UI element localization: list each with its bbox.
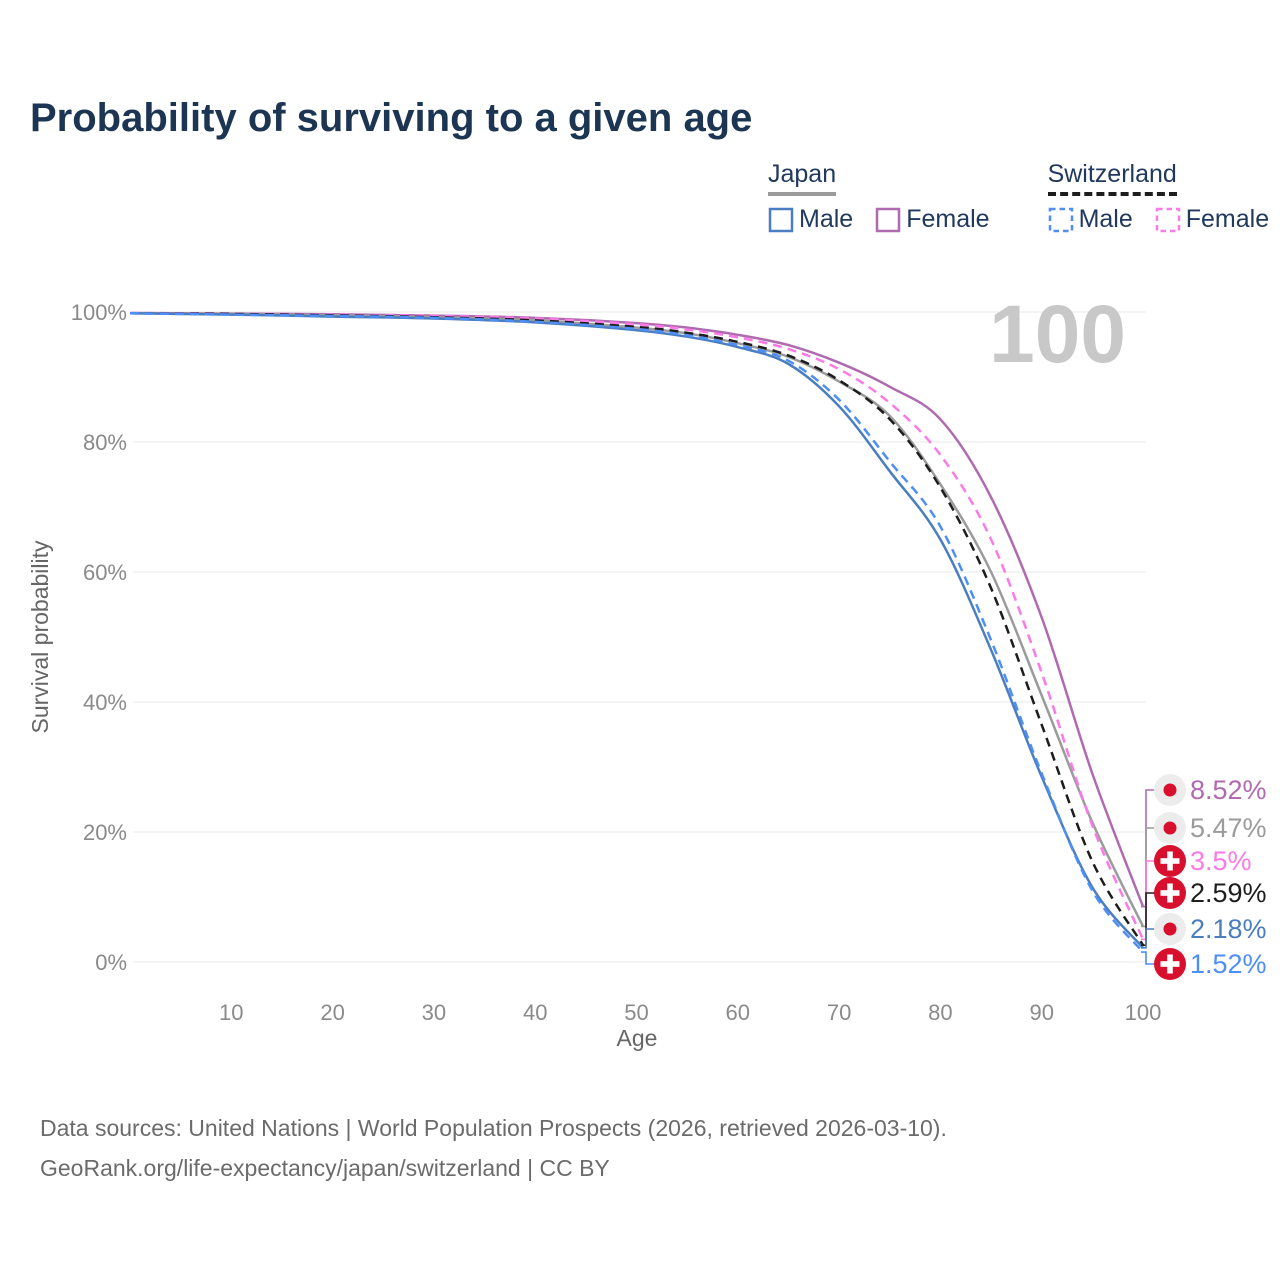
switzerland-flag-icon <box>1154 877 1186 909</box>
legend-group-switzerland-label: Switzerland <box>1047 160 1177 196</box>
end-value-label: 2.18% <box>1190 914 1267 944</box>
y-tick-label: 40% <box>83 690 127 715</box>
age-marker-watermark: 100 <box>989 289 1126 380</box>
y-tick-label: 0% <box>95 950 127 975</box>
x-tick-label: 60 <box>726 1000 750 1025</box>
axis-ticks: 100% 80% 60% 40% 20% 0% 10 20 30 40 50 60 70 80 90 100 <box>71 300 1162 1025</box>
legend: Japan Male Female Switzerland <box>768 160 1269 234</box>
curve-switzerland-male <box>129 312 1144 953</box>
x-tick-label: 10 <box>219 1000 243 1025</box>
x-tick-label: 40 <box>523 1000 547 1025</box>
y-tick-label: 60% <box>83 560 127 585</box>
end-label-connector <box>1141 860 1156 941</box>
x-tick-label: 70 <box>827 1000 851 1025</box>
data-sources-line: Data sources: United Nations | World Pop… <box>40 1115 947 1141</box>
curve-japan-total <box>129 312 1145 927</box>
y-tick-label: 80% <box>83 430 127 455</box>
legend-item-label: Female <box>1185 205 1270 233</box>
survival-chart: 100 8.52%5.47%3.5%2.59%2.18%1.52% 100%80… <box>27 289 1267 1051</box>
switzerland-flag-icon <box>1154 948 1186 980</box>
legend-item-switzerland-male[interactable]: Male <box>1048 205 1133 234</box>
legend-group-switzerland: Switzerland Male Female <box>1047 160 1269 234</box>
legend-item-label: Female <box>906 205 990 233</box>
legend-group-japan-items: Male Female <box>768 205 990 234</box>
legend-group-switzerland-items: Male Female <box>1048 205 1269 234</box>
end-value-label: 8.52% <box>1190 775 1267 805</box>
y-tick-label: 20% <box>83 820 127 845</box>
legend-group-japan: Japan Male Female <box>768 160 990 234</box>
curve-switzerland-female <box>129 311 1145 940</box>
solid-blue-swatch-icon <box>768 207 794 232</box>
x-axis-title: Age <box>617 1025 658 1051</box>
end-value-label: 3.5% <box>1190 846 1252 876</box>
end-value-label: 5.47% <box>1190 813 1267 843</box>
y-tick-label: 100% <box>71 300 127 325</box>
legend-item-label: Male <box>799 205 854 233</box>
solid-purple-swatch-icon <box>875 207 901 232</box>
end-label-connector <box>1141 951 1156 965</box>
curves <box>129 311 1145 953</box>
y-axis-title: Survival probability <box>27 540 53 734</box>
x-tick-label: 80 <box>928 1000 952 1025</box>
end-label-connector <box>1141 789 1156 908</box>
gridlines <box>133 311 1146 963</box>
end-label-connector <box>1141 892 1156 946</box>
source-url-line: GeoRank.org/life-expectancy/japan/switze… <box>40 1155 610 1181</box>
x-tick-label: 90 <box>1029 1000 1053 1025</box>
switzerland-flag-icon <box>1154 845 1186 877</box>
x-tick-label: 20 <box>320 1000 344 1025</box>
end-label-connector <box>1141 827 1156 928</box>
x-tick-label: 100 <box>1125 1000 1162 1025</box>
legend-group-japan-label: Japan <box>768 160 837 196</box>
curve-japan-female <box>129 311 1145 908</box>
end-value-label: 1.52% <box>1190 949 1267 979</box>
chart-title: Probability of surviving to a given age <box>30 96 753 140</box>
end-labels: 8.52% 5.47%3.5%2.59% 2.18% 1.52% <box>1141 774 1267 980</box>
x-tick-label: 30 <box>422 1000 446 1025</box>
end-value-label: 2.59% <box>1190 878 1267 908</box>
end-label-connector <box>1141 928 1156 949</box>
dashed-pink-swatch-icon <box>1155 207 1180 232</box>
japan-flag-icon <box>1154 913 1186 945</box>
japan-flag-icon <box>1154 812 1186 844</box>
legend-item-japan-female[interactable]: Female <box>875 205 990 234</box>
x-tick-label: 50 <box>624 1000 648 1025</box>
legend-item-switzerland-female[interactable]: Female <box>1155 205 1269 234</box>
dashed-blue-swatch-icon <box>1048 207 1073 232</box>
legend-item-japan-male[interactable]: Male <box>768 205 853 234</box>
curve-japan-male <box>129 312 1144 949</box>
footer-attribution: Data sources: United Nations | World Pop… <box>40 1108 947 1188</box>
japan-flag-icon <box>1154 774 1186 806</box>
legend-item-label: Male <box>1078 205 1133 233</box>
curve-switzerland-total <box>129 312 1145 946</box>
